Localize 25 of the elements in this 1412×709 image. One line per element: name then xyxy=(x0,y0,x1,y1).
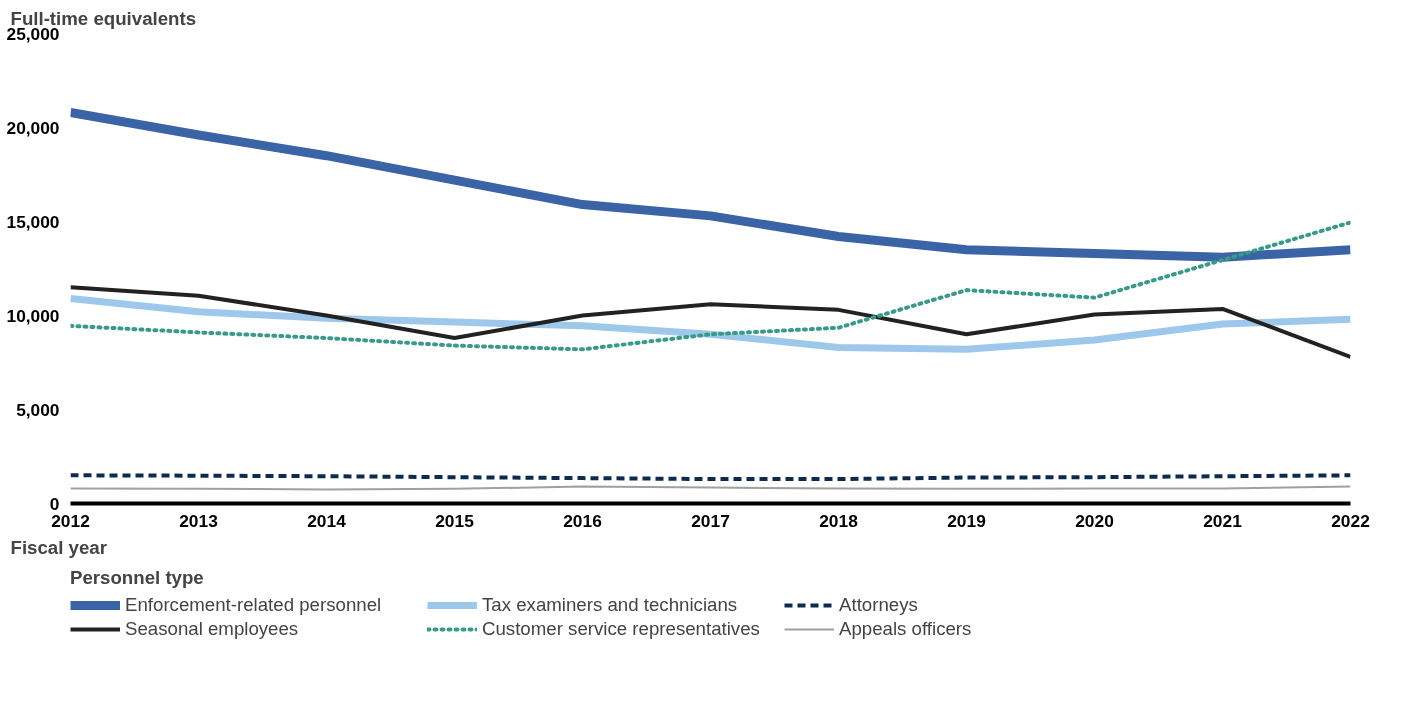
y-tick-label: 5,000 xyxy=(16,399,60,420)
legend-label: Tax examiners and technicians xyxy=(482,594,739,616)
legend-title: Personnel type xyxy=(70,567,205,589)
legend-label: Customer service representatives xyxy=(482,618,761,640)
x-tick-label: 2015 xyxy=(435,510,475,531)
legend-label: Appeals officers xyxy=(839,618,973,640)
x-axis-title: Fiscal year xyxy=(10,536,107,558)
y-axis-title: Full-time equivalents xyxy=(10,7,197,29)
legend-label: Enforcement-related personnel xyxy=(125,594,383,616)
x-tick-label: 2021 xyxy=(1203,510,1243,531)
line-series xyxy=(70,220,1351,352)
x-tick-label: 2019 xyxy=(947,510,986,531)
legend-label: Attorneys xyxy=(839,594,919,616)
y-tick-label: 20,000 xyxy=(6,117,60,138)
y-tick-label: 10,000 xyxy=(6,305,60,326)
x-tick-label: 2018 xyxy=(819,510,859,531)
x-tick-label: 2022 xyxy=(1331,510,1370,531)
y-tick-label: 15,000 xyxy=(6,211,60,232)
legend-label: Seasonal employees xyxy=(125,618,300,640)
x-tick-label: 2013 xyxy=(179,510,219,531)
x-tick-label: 2020 xyxy=(1075,510,1114,531)
x-tick-label: 2016 xyxy=(563,510,603,531)
x-tick-label: 2014 xyxy=(307,510,347,531)
x-tick-label: 2017 xyxy=(691,510,730,531)
line-series xyxy=(70,285,1351,359)
